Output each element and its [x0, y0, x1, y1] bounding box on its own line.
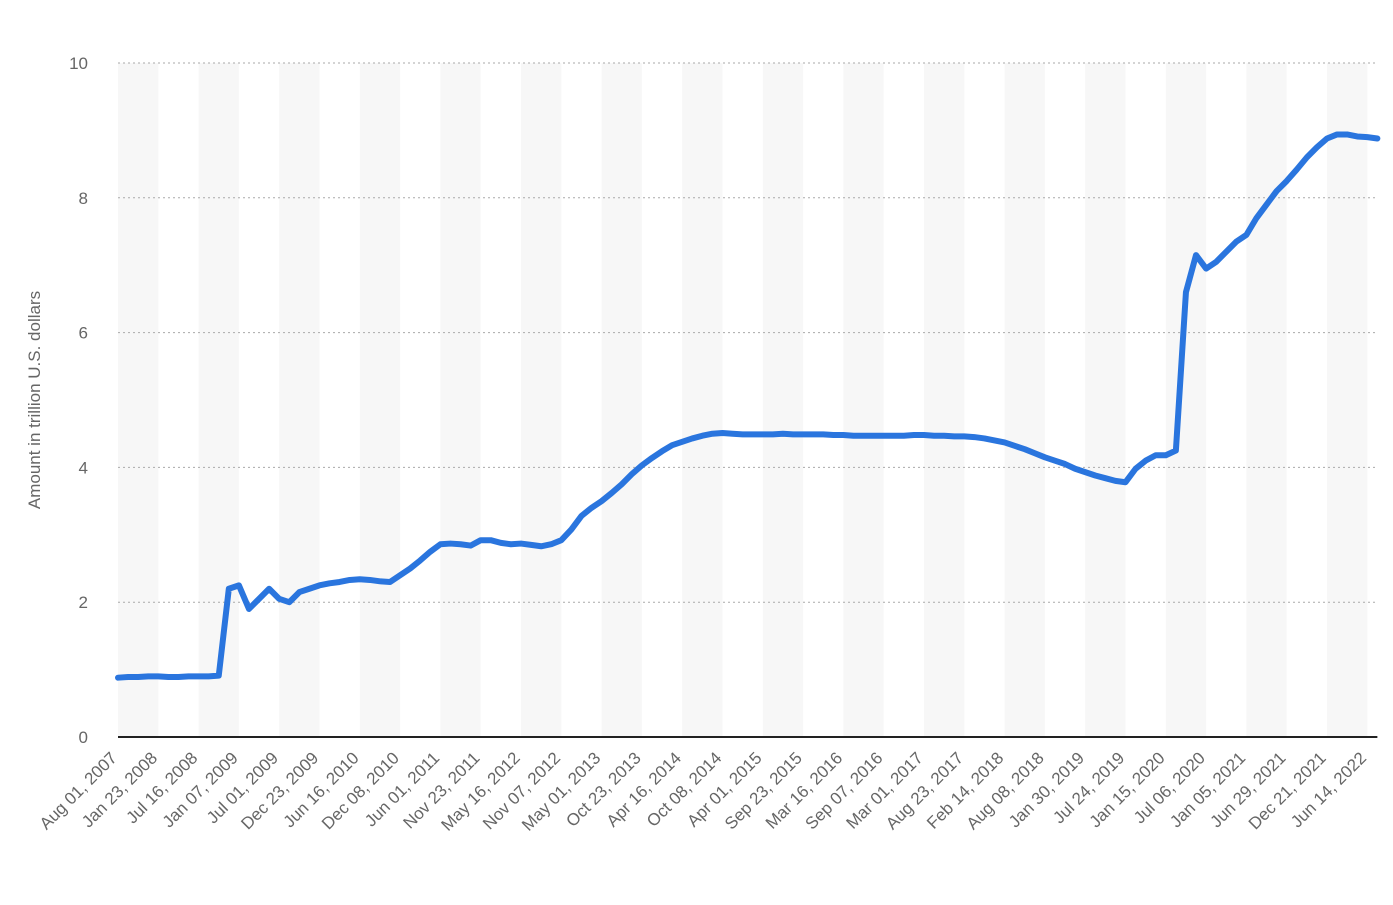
- band: [1165, 63, 1207, 737]
- y-tick-label: 10: [69, 54, 88, 73]
- band: [601, 63, 642, 737]
- band: [1246, 63, 1287, 737]
- band: [762, 63, 804, 737]
- y-axis-label: Amount in trillion U.S. dollars: [25, 291, 44, 509]
- y-tick-label: 2: [79, 593, 88, 612]
- band: [1327, 63, 1368, 737]
- band: [521, 63, 562, 737]
- band: [118, 63, 159, 737]
- y-tick-label: 0: [79, 728, 88, 747]
- data-line: [115, 131, 1381, 681]
- band: [198, 63, 239, 737]
- band: [1085, 63, 1126, 737]
- y-tick-label: 4: [79, 458, 88, 477]
- band: [279, 63, 320, 737]
- y-tick-label: 8: [79, 189, 88, 208]
- band: [924, 63, 965, 737]
- band: [359, 63, 401, 737]
- band: [1004, 63, 1045, 737]
- background-bands: [118, 63, 1368, 737]
- band: [843, 63, 884, 737]
- band: [682, 63, 723, 737]
- band: [440, 63, 481, 737]
- y-tick-label: 6: [79, 324, 88, 343]
